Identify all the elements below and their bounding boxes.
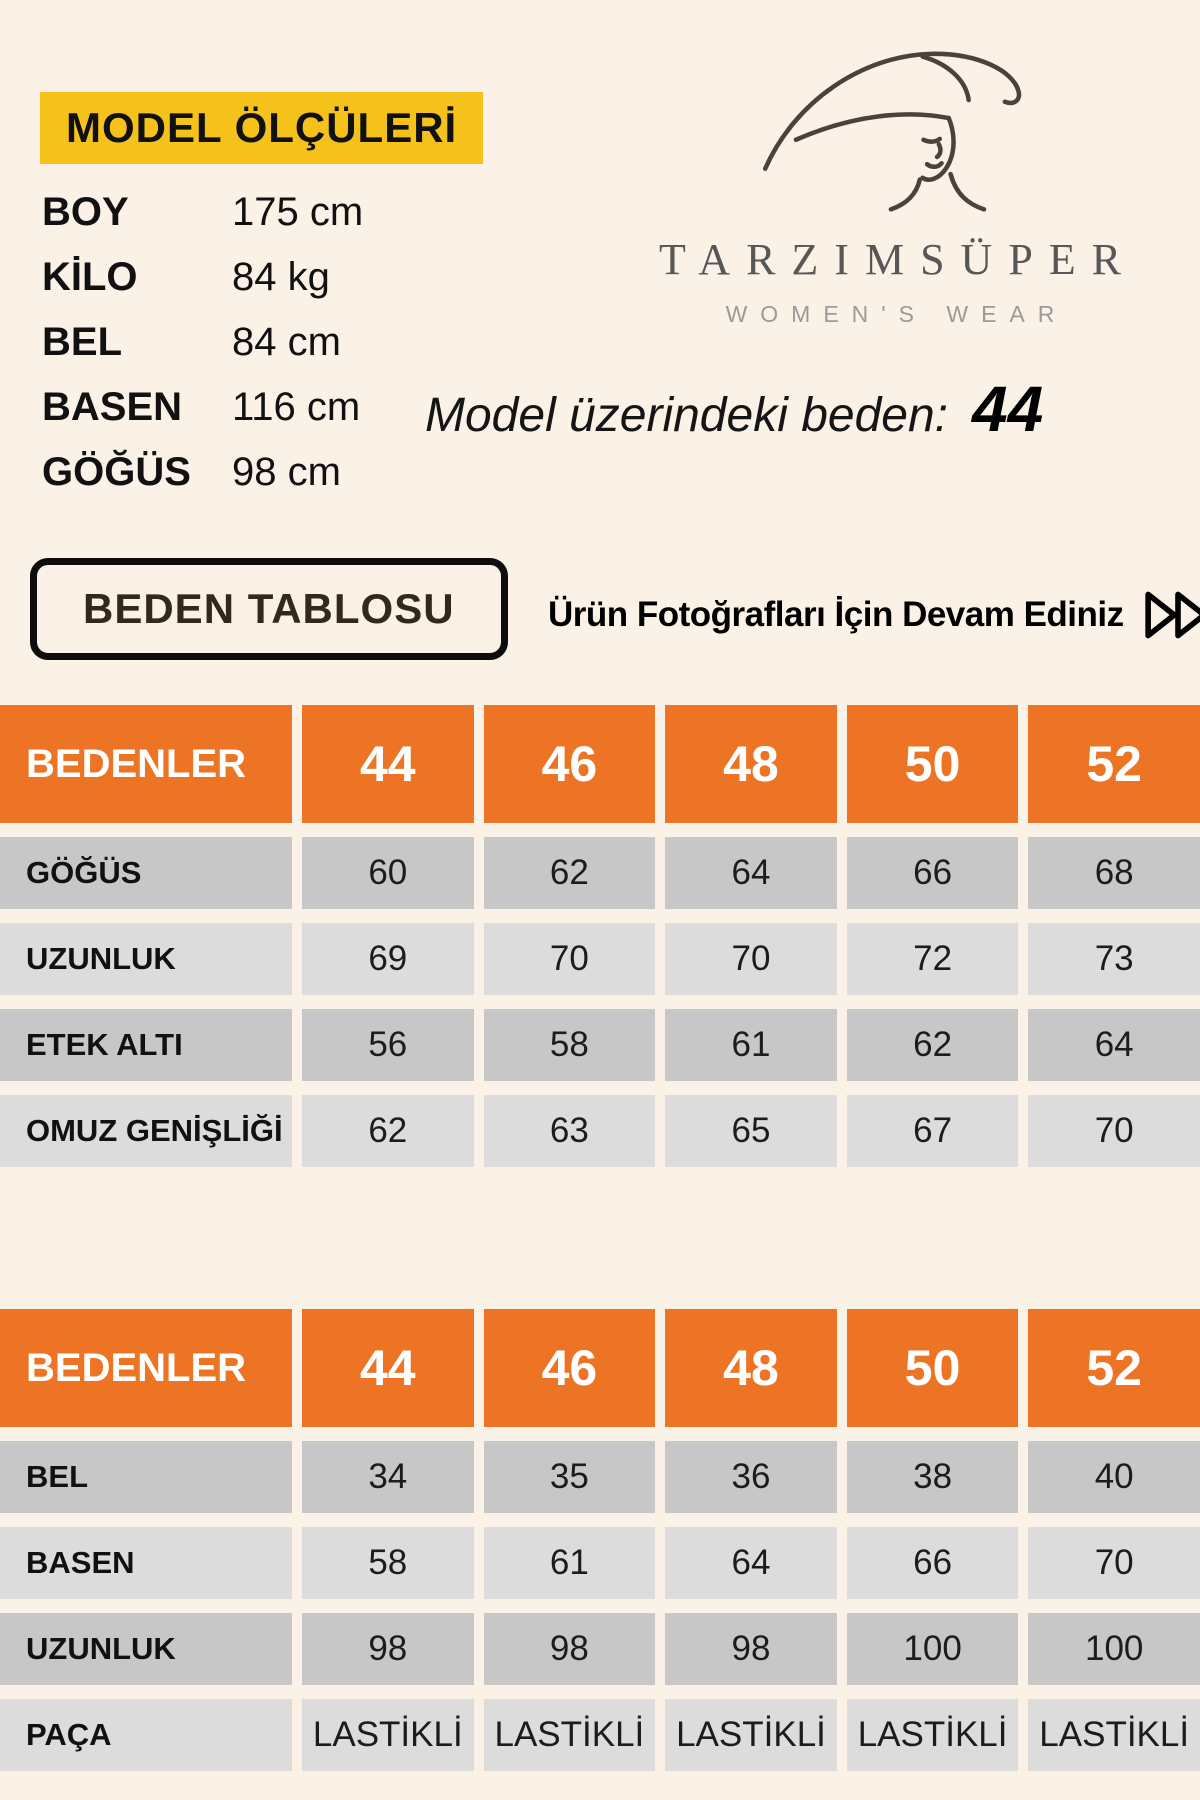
data-cell: 58 xyxy=(483,1009,656,1081)
size-header-cell: 44 xyxy=(302,705,474,823)
data-cell: LASTİKLİ xyxy=(665,1699,837,1771)
continue-note: Ürün Fotoğrafları İçin Devam Ediniz xyxy=(548,584,1200,646)
data-cell: 73 xyxy=(1028,923,1200,995)
data-cell: 70 xyxy=(665,923,837,995)
size-table-bottom: BEDENLER 44 46 48 50 52 BEL 34 35 36 38 40 BASEN 58 61… xyxy=(0,1309,1200,1771)
measurement-label: BEL xyxy=(42,320,122,364)
brand-tagline: WOMEN'S WEAR xyxy=(725,301,1068,327)
size-header-cell: 46 xyxy=(483,1309,656,1427)
data-cell: 70 xyxy=(1028,1527,1200,1599)
data-cell: 64 xyxy=(665,837,837,909)
data-cell: 62 xyxy=(483,837,656,909)
table-corner-cell: BEDENLER xyxy=(0,705,292,823)
size-table-top: BEDENLER 44 46 48 50 52 GÖĞÜS 60 62 64 66 68 UZUNLUK… xyxy=(0,705,1200,1167)
model-size-label: Model üzerindeki beden: xyxy=(425,389,949,442)
row-label-cell: OMUZ GENİŞLİĞİ xyxy=(0,1095,292,1167)
row-label-cell: GÖĞÜS xyxy=(0,837,292,909)
data-cell: 61 xyxy=(483,1527,656,1599)
measurement-label: BOY xyxy=(42,190,129,234)
measurement-label: KİLO xyxy=(42,255,138,299)
data-cell: 64 xyxy=(665,1527,837,1599)
data-cell: 62 xyxy=(302,1095,474,1167)
brand-name: TARZIMSÜPER xyxy=(658,235,1138,284)
measurement-value: 116 cm xyxy=(232,385,361,429)
data-cell: 66 xyxy=(846,1527,1019,1599)
size-header-cell: 48 xyxy=(665,1309,837,1427)
size-header-cell: 50 xyxy=(846,705,1019,823)
data-cell: 70 xyxy=(1028,1095,1200,1167)
size-header-cell: 46 xyxy=(483,705,656,823)
data-cell: 98 xyxy=(483,1613,656,1685)
row-label-cell: ETEK ALTI xyxy=(0,1009,292,1081)
size-header-cell: 52 xyxy=(1028,1309,1200,1427)
model-measurements-title: MODEL ÖLÇÜLERİ xyxy=(40,92,484,164)
data-cell: LASTİKLİ xyxy=(483,1699,656,1771)
data-cell: 63 xyxy=(483,1095,656,1167)
measurement-value: 175 cm xyxy=(232,190,364,234)
data-cell: 70 xyxy=(483,923,656,995)
data-cell: 56 xyxy=(302,1009,474,1081)
size-header-cell: 52 xyxy=(1028,705,1200,823)
data-cell: 60 xyxy=(302,837,474,909)
data-cell: LASTİKLİ xyxy=(846,1699,1019,1771)
row-label-cell: BASEN xyxy=(0,1527,292,1599)
model-size-note: Model üzerindeki beden: 44 xyxy=(425,372,1043,446)
data-cell: 58 xyxy=(302,1527,474,1599)
measurement-value: 98 cm xyxy=(232,450,341,494)
data-cell: 98 xyxy=(302,1613,474,1685)
data-cell: 38 xyxy=(846,1441,1019,1513)
measurement-row: GÖĞÜS 98 cm xyxy=(42,440,363,505)
size-header-cell: 44 xyxy=(302,1309,474,1427)
data-cell: 40 xyxy=(1028,1441,1200,1513)
data-cell: 62 xyxy=(846,1009,1019,1081)
data-cell: 36 xyxy=(665,1441,837,1513)
size-table-badge: BEDEN TABLOSU xyxy=(30,558,508,660)
measurement-row: BEL 84 cm xyxy=(42,310,363,375)
measurement-row: BASEN 116 cm xyxy=(42,375,363,440)
size-header-cell: 50 xyxy=(846,1309,1019,1427)
row-label-cell: UZUNLUK xyxy=(0,923,292,995)
measurement-value: 84 cm xyxy=(232,320,341,364)
fast-forward-icon xyxy=(1144,591,1200,639)
data-cell: LASTİKLİ xyxy=(1028,1699,1200,1771)
measurement-label: BASEN xyxy=(42,385,183,429)
data-cell: 64 xyxy=(1028,1009,1200,1081)
measurement-row: BOY 175 cm xyxy=(42,180,363,245)
data-cell: 69 xyxy=(302,923,474,995)
data-cell: 65 xyxy=(665,1095,837,1167)
data-cell: 67 xyxy=(846,1095,1019,1167)
data-cell: 98 xyxy=(665,1613,837,1685)
data-cell: 66 xyxy=(846,837,1019,909)
data-cell: 72 xyxy=(846,923,1019,995)
size-header-cell: 48 xyxy=(665,705,837,823)
data-cell: 34 xyxy=(302,1441,474,1513)
row-label-cell: PAÇA xyxy=(0,1699,292,1771)
brand-block: TARZIMSÜPER WOMEN'S WEAR xyxy=(640,24,1140,328)
data-cell: 61 xyxy=(665,1009,837,1081)
row-label-cell: BEL xyxy=(0,1441,292,1513)
measurement-label: GÖĞÜS xyxy=(42,450,191,494)
data-cell: LASTİKLİ xyxy=(302,1699,474,1771)
model-size-value: 44 xyxy=(972,373,1044,445)
data-cell: 100 xyxy=(846,1613,1019,1685)
row-label-cell: UZUNLUK xyxy=(0,1613,292,1685)
woman-hat-logo-icon xyxy=(762,51,1022,212)
measurement-row: KİLO 84 kg xyxy=(42,245,363,310)
model-measurements-list: BOY 175 cm KİLO 84 kg BEL 84 cm BASEN 11… xyxy=(42,180,363,505)
measurement-value: 84 kg xyxy=(232,255,330,299)
data-cell: 68 xyxy=(1028,837,1200,909)
data-cell: 35 xyxy=(483,1441,656,1513)
data-cell: 100 xyxy=(1028,1613,1200,1685)
continue-text: Ürün Fotoğrafları İçin Devam Ediniz xyxy=(548,595,1124,634)
table-corner-cell: BEDENLER xyxy=(0,1309,292,1427)
